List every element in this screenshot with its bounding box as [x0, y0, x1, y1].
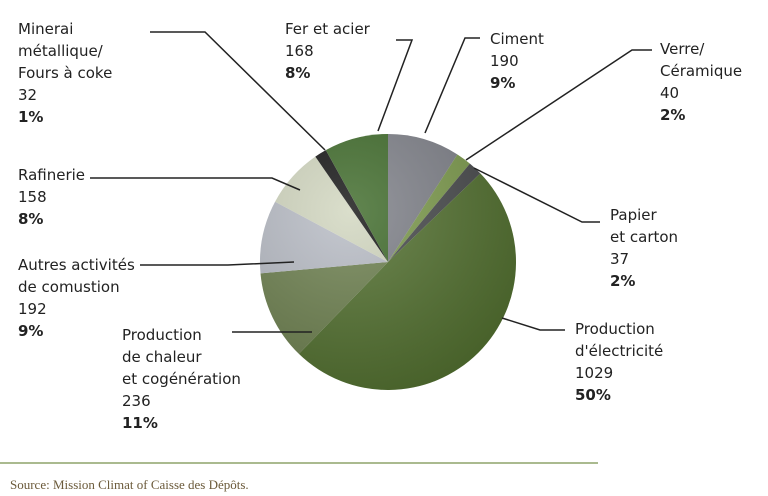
slice-share: 8%	[18, 210, 43, 228]
leader-line	[150, 31, 326, 151]
source: Source: Mission Climat of Caisse des Dép…	[10, 477, 249, 492]
slice-share: 1%	[18, 108, 43, 126]
slice-share: 9%	[18, 322, 43, 340]
slice-value: 32	[18, 86, 37, 104]
slice-label: Ciment	[490, 30, 544, 48]
slice-value: 158	[18, 188, 47, 206]
slice-label: Production de chaleur et cogénération	[122, 326, 241, 388]
leader-line	[501, 317, 565, 331]
slice-label: Minerai métallique/Fours à coke	[18, 20, 112, 82]
leader-line	[465, 49, 652, 161]
leader-line	[90, 177, 301, 191]
slice-share: 50%	[575, 386, 611, 404]
leader-line	[140, 261, 295, 266]
slice-value: 190	[490, 52, 519, 70]
slice-value: 37	[610, 250, 629, 268]
slice-value: 40	[660, 84, 679, 102]
slice-share: 2%	[660, 106, 685, 124]
slice-label: Rafinerie	[18, 166, 85, 184]
slice-value: 1029	[575, 364, 613, 382]
leader-line	[424, 37, 480, 134]
slice-label: Fer et acier	[285, 20, 371, 38]
slice-label: Production d'électricité	[575, 320, 663, 360]
leader-line	[473, 167, 600, 223]
slice-share: 9%	[490, 74, 515, 92]
slice-value: 236	[122, 392, 151, 410]
slice-value: 168	[285, 42, 314, 60]
slice-label: Autres activités de comustion	[18, 256, 135, 296]
slice-share: 11%	[122, 414, 158, 432]
pie-shade	[260, 134, 516, 390]
slice-label: Papier et carton	[610, 206, 678, 246]
leader-line	[377, 39, 414, 132]
slice-label: Verre/Céramique	[660, 40, 742, 80]
slice-share: 2%	[610, 272, 635, 290]
slice-share: 8%	[285, 64, 310, 82]
slice-value: 192	[18, 300, 47, 318]
